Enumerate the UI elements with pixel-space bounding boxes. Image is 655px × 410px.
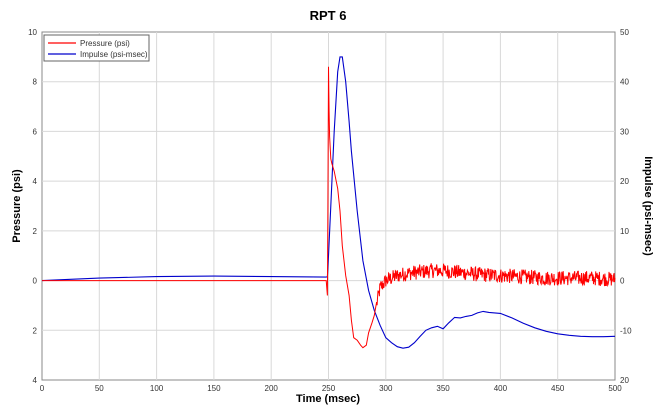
x-tick-label: 50	[95, 384, 104, 393]
y-axis-title: Pressure (psi)	[11, 169, 23, 243]
y-tick-label: 8	[33, 78, 38, 87]
y2-tick-label: -10	[620, 326, 632, 335]
series-line-impulse	[41, 56, 616, 349]
legend-label-impulse: Impulse (psi-msec)	[80, 50, 148, 59]
y-tick-label: 2	[33, 227, 38, 236]
x-tick-label: 0	[40, 384, 45, 393]
grid	[42, 32, 615, 380]
y2-axis-title: Impulse (psi-msec)	[642, 156, 654, 256]
chart-title: RPT 6	[310, 8, 347, 23]
y-tick-label: 0	[33, 277, 38, 286]
y2-tick-label: 20	[620, 177, 629, 186]
x-tick-label: 500	[608, 384, 622, 393]
x-tick-label: 150	[207, 384, 221, 393]
y2-tick-labels: 50 40 30 20 10 0 -10 20	[620, 28, 632, 385]
y2-tick-label: 10	[620, 227, 629, 236]
y2-tick-label: 30	[620, 127, 629, 136]
y-tick-label: 10	[28, 28, 37, 37]
legend-label-pressure: Pressure (psi)	[80, 39, 130, 48]
series-layer	[41, 56, 616, 349]
x-tick-label: 100	[150, 384, 164, 393]
legend-box	[43, 34, 150, 62]
y2-tick-label: 20	[620, 376, 629, 385]
x-axis-title: Time (msec)	[296, 393, 360, 405]
y-tick-label: 4	[33, 376, 38, 385]
y2-tick-label: 40	[620, 78, 629, 87]
series-line-pressure	[42, 66, 616, 349]
y-tick-label: 2	[33, 326, 38, 335]
y-tick-label: 6	[33, 127, 38, 136]
y-tick-label: 4	[33, 177, 38, 186]
x-tick-label: 450	[551, 384, 565, 393]
x-tick-label: 400	[494, 384, 508, 393]
x-tick-label: 200	[265, 384, 279, 393]
x-tick-label: 300	[379, 384, 393, 393]
x-tick-label: 350	[436, 384, 450, 393]
y2-tick-label: 0	[620, 277, 625, 286]
legend: Pressure (psi) Impulse (psi-msec)	[43, 34, 150, 62]
y-tick-labels: 10 8 6 4 2 0 2 4	[28, 28, 37, 385]
x-tick-label: 250	[322, 384, 336, 393]
x-tick-labels: 0 50 100 150 200 250 300 350 400 450 500	[40, 384, 622, 393]
y2-tick-label: 50	[620, 28, 629, 37]
